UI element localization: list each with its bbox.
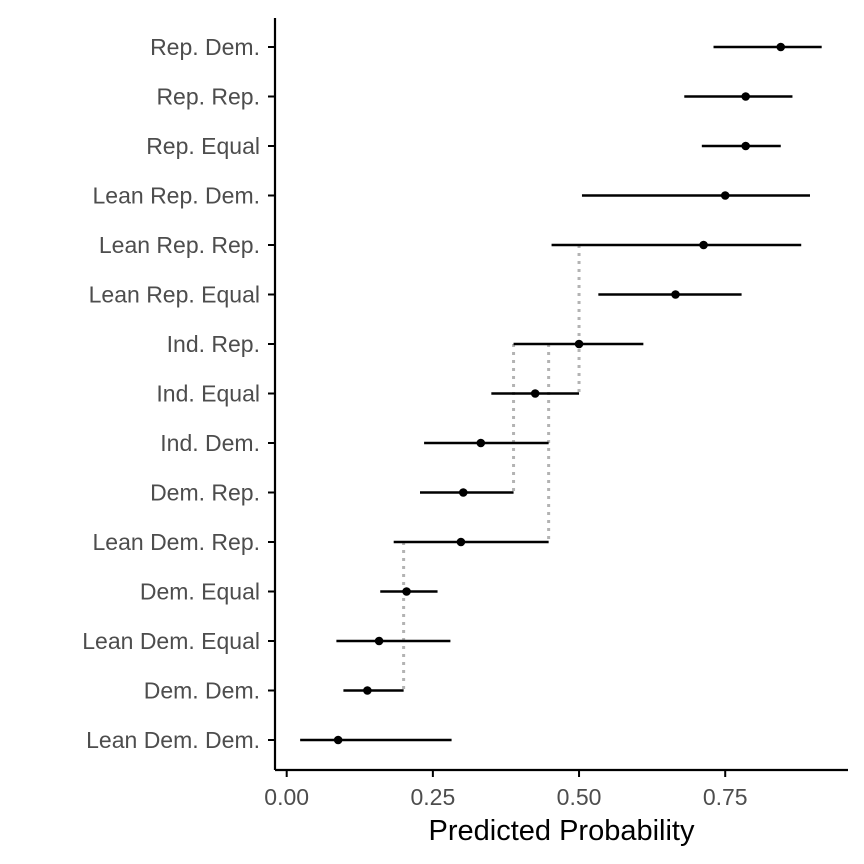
point-3 [741, 141, 750, 151]
y-axis-ticks: Rep. Dem. Rep. Rep. Rep. Equal Lean Rep. De… [82, 34, 275, 753]
y-tick-label-1: Rep. Dem. [150, 34, 260, 60]
point-estimates [333, 42, 786, 745]
y-tick-label-6: Lean Rep. Equal [89, 282, 260, 308]
x-tick-label-4: 0.75 [703, 784, 748, 810]
y-tick-label-13: Lean Dem. Equal [82, 628, 260, 654]
confidence-intervals [300, 45, 822, 742]
y-tick-label-3: Rep. Equal [146, 133, 260, 159]
connector-lines [402, 245, 581, 691]
point-12 [402, 587, 411, 596]
y-tick-label-9: Ind. Dem. [160, 430, 260, 456]
point-9 [476, 438, 486, 448]
point-8 [530, 389, 540, 398]
point-4 [720, 191, 730, 200]
y-tick-label-15: Lean Dem. Dem. [86, 727, 260, 753]
y-tick-label-10: Dem. Rep. [150, 480, 260, 506]
y-tick-label-8: Ind. Equal [156, 381, 260, 407]
y-tick-label-11: Lean Dem. Rep. [93, 529, 260, 555]
point-13 [374, 636, 384, 646]
y-tick-label-12: Dem. Equal [140, 579, 260, 605]
point-5 [699, 240, 708, 250]
x-tick-label-2: 0.25 [410, 784, 455, 810]
point-15 [333, 735, 343, 745]
y-tick-label-5: Lean Rep. Rep. [99, 232, 260, 258]
y-tick-label-4: Lean Rep. Dem. [93, 183, 260, 209]
x-tick-label-3: 0.50 [557, 784, 602, 810]
x-axis-title: Predicted Probability [429, 815, 695, 847]
x-axis-ticks: 0.00 0.25 0.50 0.75 [264, 770, 748, 810]
point-11 [456, 537, 466, 547]
point-10 [458, 488, 468, 497]
point-6 [671, 290, 680, 299]
x-tick-label-1: 0.00 [264, 784, 309, 810]
y-tick-label-7: Ind. Rep. [167, 331, 260, 357]
point-2 [741, 92, 750, 101]
point-14 [363, 686, 372, 695]
y-tick-label-14: Dem. Dem. [144, 678, 260, 704]
y-tick-label-2: Rep. Rep. [156, 84, 260, 110]
point-7 [574, 339, 584, 349]
point-1 [776, 42, 786, 52]
